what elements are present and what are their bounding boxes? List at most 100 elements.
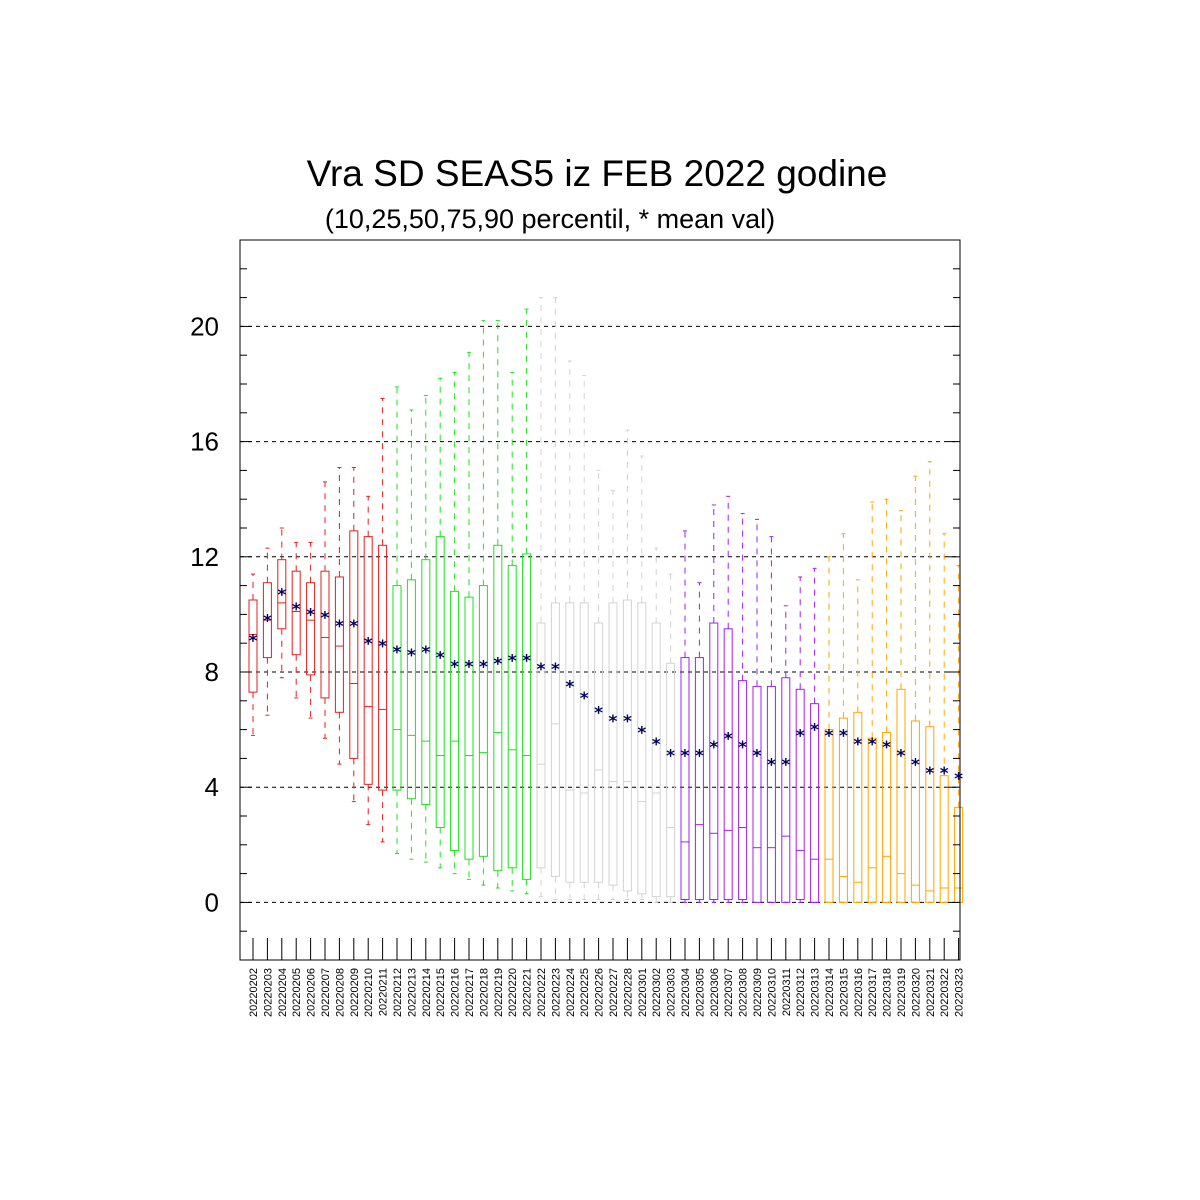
- mean-marker: *: [378, 637, 387, 657]
- box-20220302: [651, 547, 661, 903]
- x-tick-label: 20220301: [637, 968, 649, 1017]
- box-20220226: [594, 469, 604, 901]
- x-tick-label: 20220214: [421, 968, 433, 1017]
- iqr-box: [723, 628, 733, 901]
- x-tick-label: 20220217: [464, 968, 476, 1017]
- iqr-box: [378, 544, 388, 791]
- mean-marker: *: [781, 755, 790, 775]
- iqr-box: [291, 570, 301, 656]
- iqr-box: [637, 602, 647, 895]
- x-tick-label: 20220314: [824, 968, 836, 1017]
- mean-marker: *: [580, 689, 589, 709]
- iqr-box: [363, 536, 373, 785]
- iqr-box: [306, 582, 316, 676]
- y-tick-label: 12: [190, 542, 219, 572]
- iqr-box: [867, 737, 877, 903]
- iqr-box: [766, 685, 776, 903]
- mean-marker: *: [637, 724, 646, 744]
- mean-marker: *: [450, 657, 459, 677]
- iqr-box: [853, 711, 863, 903]
- box-20220310: [766, 536, 776, 903]
- x-tick-label: 20220313: [810, 968, 822, 1017]
- iqr-box: [795, 688, 805, 901]
- y-tick-label: 8: [205, 657, 219, 687]
- box-20220317: [867, 501, 877, 903]
- iqr-box: [349, 530, 359, 759]
- x-tick-label: 20220304: [680, 968, 692, 1017]
- mean-marker: *: [479, 657, 488, 677]
- x-tick-label: 20220207: [320, 968, 332, 1017]
- box-20220301: [637, 455, 647, 901]
- box-20220318: [882, 498, 892, 903]
- iqr-box: [838, 717, 848, 903]
- x-tick-label: 20220215: [435, 968, 447, 1017]
- iqr-box: [910, 720, 920, 903]
- x-tick-label: 20220319: [896, 968, 908, 1017]
- iqr-box: [810, 703, 820, 903]
- x-tick-label: 20220228: [622, 968, 634, 1017]
- box-20220224: [565, 360, 575, 901]
- box-20220315: [838, 533, 848, 903]
- x-tick-label: 20220310: [766, 968, 778, 1017]
- mean-marker: *: [364, 634, 373, 654]
- mean-marker: *: [868, 735, 877, 755]
- iqr-box: [622, 599, 632, 892]
- box-20220307: [723, 495, 733, 903]
- box-20220320: [910, 475, 920, 903]
- box-20220221: [522, 308, 532, 895]
- box-20220222: [536, 297, 546, 898]
- iqr-box: [435, 536, 445, 829]
- box-20220309: [752, 518, 762, 903]
- mean-marker: *: [623, 712, 632, 732]
- y-tick-label: 4: [205, 772, 219, 802]
- box-20220220: [507, 371, 517, 892]
- mean-marker: *: [925, 764, 934, 784]
- iqr-box: [896, 688, 906, 903]
- x-tick-label: 20220202: [248, 968, 260, 1017]
- x-tick-label: 20220320: [910, 968, 922, 1017]
- x-tick-label: 20220221: [522, 968, 534, 1017]
- x-tick-label: 20220208: [334, 968, 346, 1017]
- mean-marker: *: [321, 608, 330, 628]
- x-tick-label: 20220216: [450, 968, 462, 1017]
- mean-marker: *: [666, 747, 675, 767]
- box-20220319: [896, 510, 906, 903]
- box-20220311: [781, 605, 791, 903]
- mean-marker: *: [709, 738, 718, 758]
- mean-marker: *: [508, 652, 517, 672]
- box-20220305: [694, 582, 704, 903]
- box-20220314: [824, 556, 834, 903]
- x-tick-label: 20220311: [781, 968, 793, 1016]
- x-axis: 20220202 20220203 20220204 20220205 20220206…: [248, 938, 966, 1017]
- mean-marker: *: [407, 646, 416, 666]
- x-tick-label: 20220321: [925, 968, 937, 1017]
- box-20220207: [320, 481, 330, 739]
- iqr-box: [579, 602, 589, 883]
- chart-subtitle: (10,25,50,75,90 percentil, * mean val): [325, 204, 775, 234]
- mean-marker: *: [853, 735, 862, 755]
- mean-marker: *: [897, 747, 906, 767]
- mean-marker: *: [565, 678, 574, 698]
- iqr-box: [248, 599, 258, 693]
- y-axis: 0 4 8 12 16 20: [190, 239, 960, 961]
- iqr-box: [334, 576, 344, 713]
- x-tick-label: 20220222: [536, 968, 548, 1017]
- mean-marker: *: [767, 755, 776, 775]
- mean-marker: *: [738, 738, 747, 758]
- gridlines: [240, 325, 960, 903]
- mean-marker: *: [349, 617, 358, 637]
- mean-marker: *: [335, 617, 344, 637]
- box-20220212: [392, 386, 402, 854]
- mean-marker: *: [825, 726, 834, 746]
- mean-marker: *: [436, 649, 445, 669]
- iqr-box: [709, 622, 719, 901]
- mean-marker: *: [306, 606, 315, 626]
- x-tick-label: 20220218: [478, 968, 490, 1017]
- mean-marker: *: [537, 660, 546, 680]
- x-tick-label: 20220317: [867, 968, 879, 1017]
- box-20220213: [406, 409, 416, 860]
- box-20220208: [334, 467, 344, 765]
- x-tick-label: 20220213: [406, 968, 418, 1017]
- iqr-box: [666, 662, 676, 898]
- x-tick-label: 20220203: [262, 968, 274, 1017]
